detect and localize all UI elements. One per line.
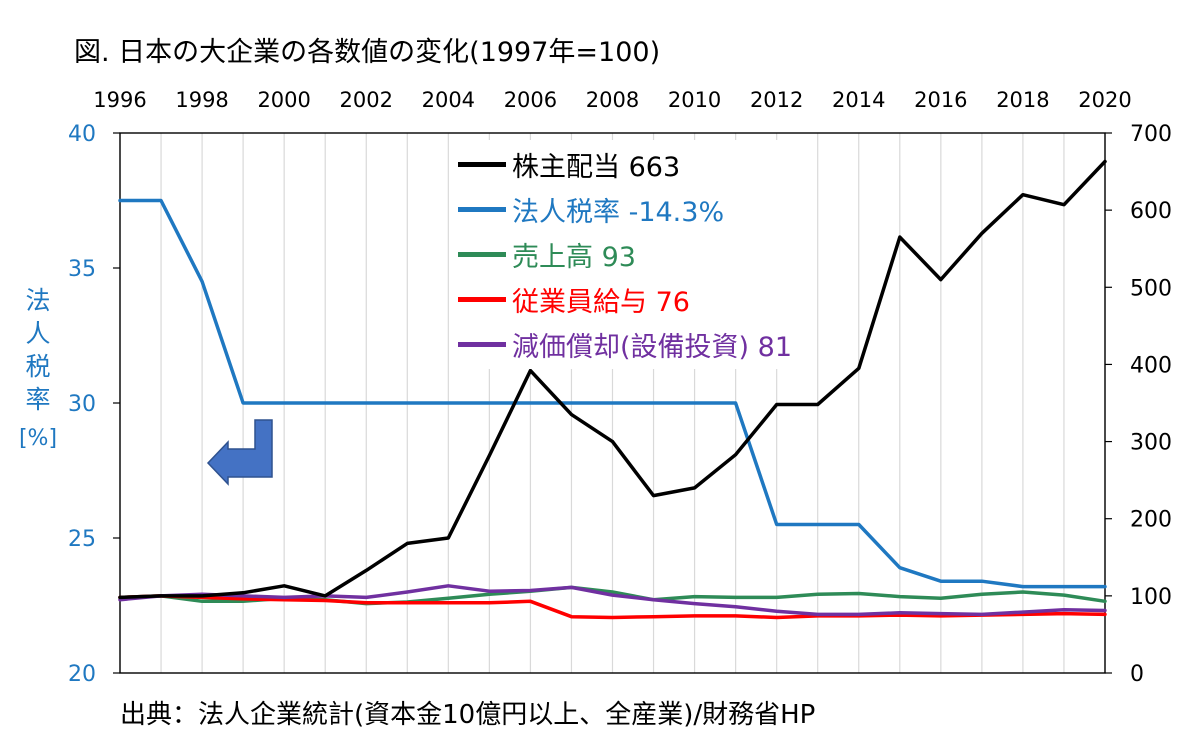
legend-label-tax: 法人税率 -14.3% [512, 197, 725, 228]
left-axis-label-char: 法 [25, 286, 51, 315]
x-tick-label: 2000 [257, 88, 310, 112]
x-tick-label: 1998 [175, 88, 228, 112]
legend-label-depreciation: 減価償却(設備投資) 81 [512, 332, 793, 363]
left-axis-label-char: 税 [25, 352, 51, 381]
legend-item-depreciation: 減価償却(設備投資) 81 [458, 322, 792, 367]
x-tick-label: 2010 [668, 88, 721, 112]
legend-swatch-depreciation [458, 342, 506, 347]
legend-swatch-dividend [458, 162, 506, 167]
x-tick-label: 2006 [504, 88, 557, 112]
y-right-tick-label: 300 [1130, 431, 1172, 456]
y-left-tick-label: 25 [68, 527, 96, 552]
x-tick-label: 2012 [750, 88, 803, 112]
legend-swatch-wages [458, 297, 506, 302]
y-right-tick-label: 500 [1130, 276, 1172, 301]
y-right-tick-label: 200 [1130, 508, 1172, 533]
left-axis-label: 法 人 税 率 [%] [18, 284, 58, 455]
x-tick-label: 2002 [340, 88, 393, 112]
legend-label-dividend: 株主配当 663 [512, 152, 681, 183]
x-tick-label: 2020 [1078, 88, 1131, 112]
y-left-tick-label: 20 [68, 662, 96, 687]
series-line-depreciation [118, 584, 1107, 617]
legend-item-wages: 従業員給与 76 [458, 277, 792, 322]
legend-label-sales: 売上高 93 [512, 242, 636, 273]
bent-arrow-left-icon [206, 419, 273, 486]
x-tick-label: 1996 [93, 88, 146, 112]
y-left-tick-label: 40 [68, 122, 96, 147]
series-line-tax [118, 198, 1107, 589]
legend-swatch-sales [458, 252, 506, 257]
y-right-tick-label: 400 [1130, 353, 1172, 378]
chart-legend: 株主配当 663 法人税率 -14.3% 売上高 93 従業員給与 76 減価償… [450, 140, 801, 369]
x-tick-label: 2016 [914, 88, 967, 112]
y-right-tick-label: 700 [1130, 122, 1172, 147]
series-line-wages [118, 594, 1107, 620]
left-axis-label-char: 率 [25, 385, 51, 414]
y-right-tick-label: 0 [1130, 662, 1144, 687]
x-tick-label: 2008 [586, 88, 639, 112]
y-right-tick-label: 600 [1130, 199, 1172, 224]
legend-item-dividend: 株主配当 663 [458, 142, 792, 187]
series-line-dividend [118, 159, 1107, 600]
x-tick-label: 2004 [422, 88, 475, 112]
legend-item-sales: 売上高 93 [458, 232, 792, 277]
x-tick-label: 2014 [832, 88, 885, 112]
left-axis-unit: [%] [18, 426, 58, 451]
legend-label-wages: 従業員給与 76 [512, 287, 690, 318]
chart-title: 図. 日本の大企業の各数値の変化(1997年=100) [74, 37, 661, 68]
legend-swatch-tax [458, 207, 506, 212]
x-tick-label: 2018 [996, 88, 1049, 112]
y-left-tick-label: 30 [68, 392, 96, 417]
legend-item-tax: 法人税率 -14.3% [458, 187, 792, 232]
source-note: 出典：法人企業統計(資本金10億円以上、全産業)/財務省HP [120, 700, 816, 730]
left-axis-label-char: 人 [25, 319, 51, 348]
y-right-tick-label: 100 [1130, 585, 1172, 610]
y-left-tick-label: 35 [68, 257, 96, 282]
